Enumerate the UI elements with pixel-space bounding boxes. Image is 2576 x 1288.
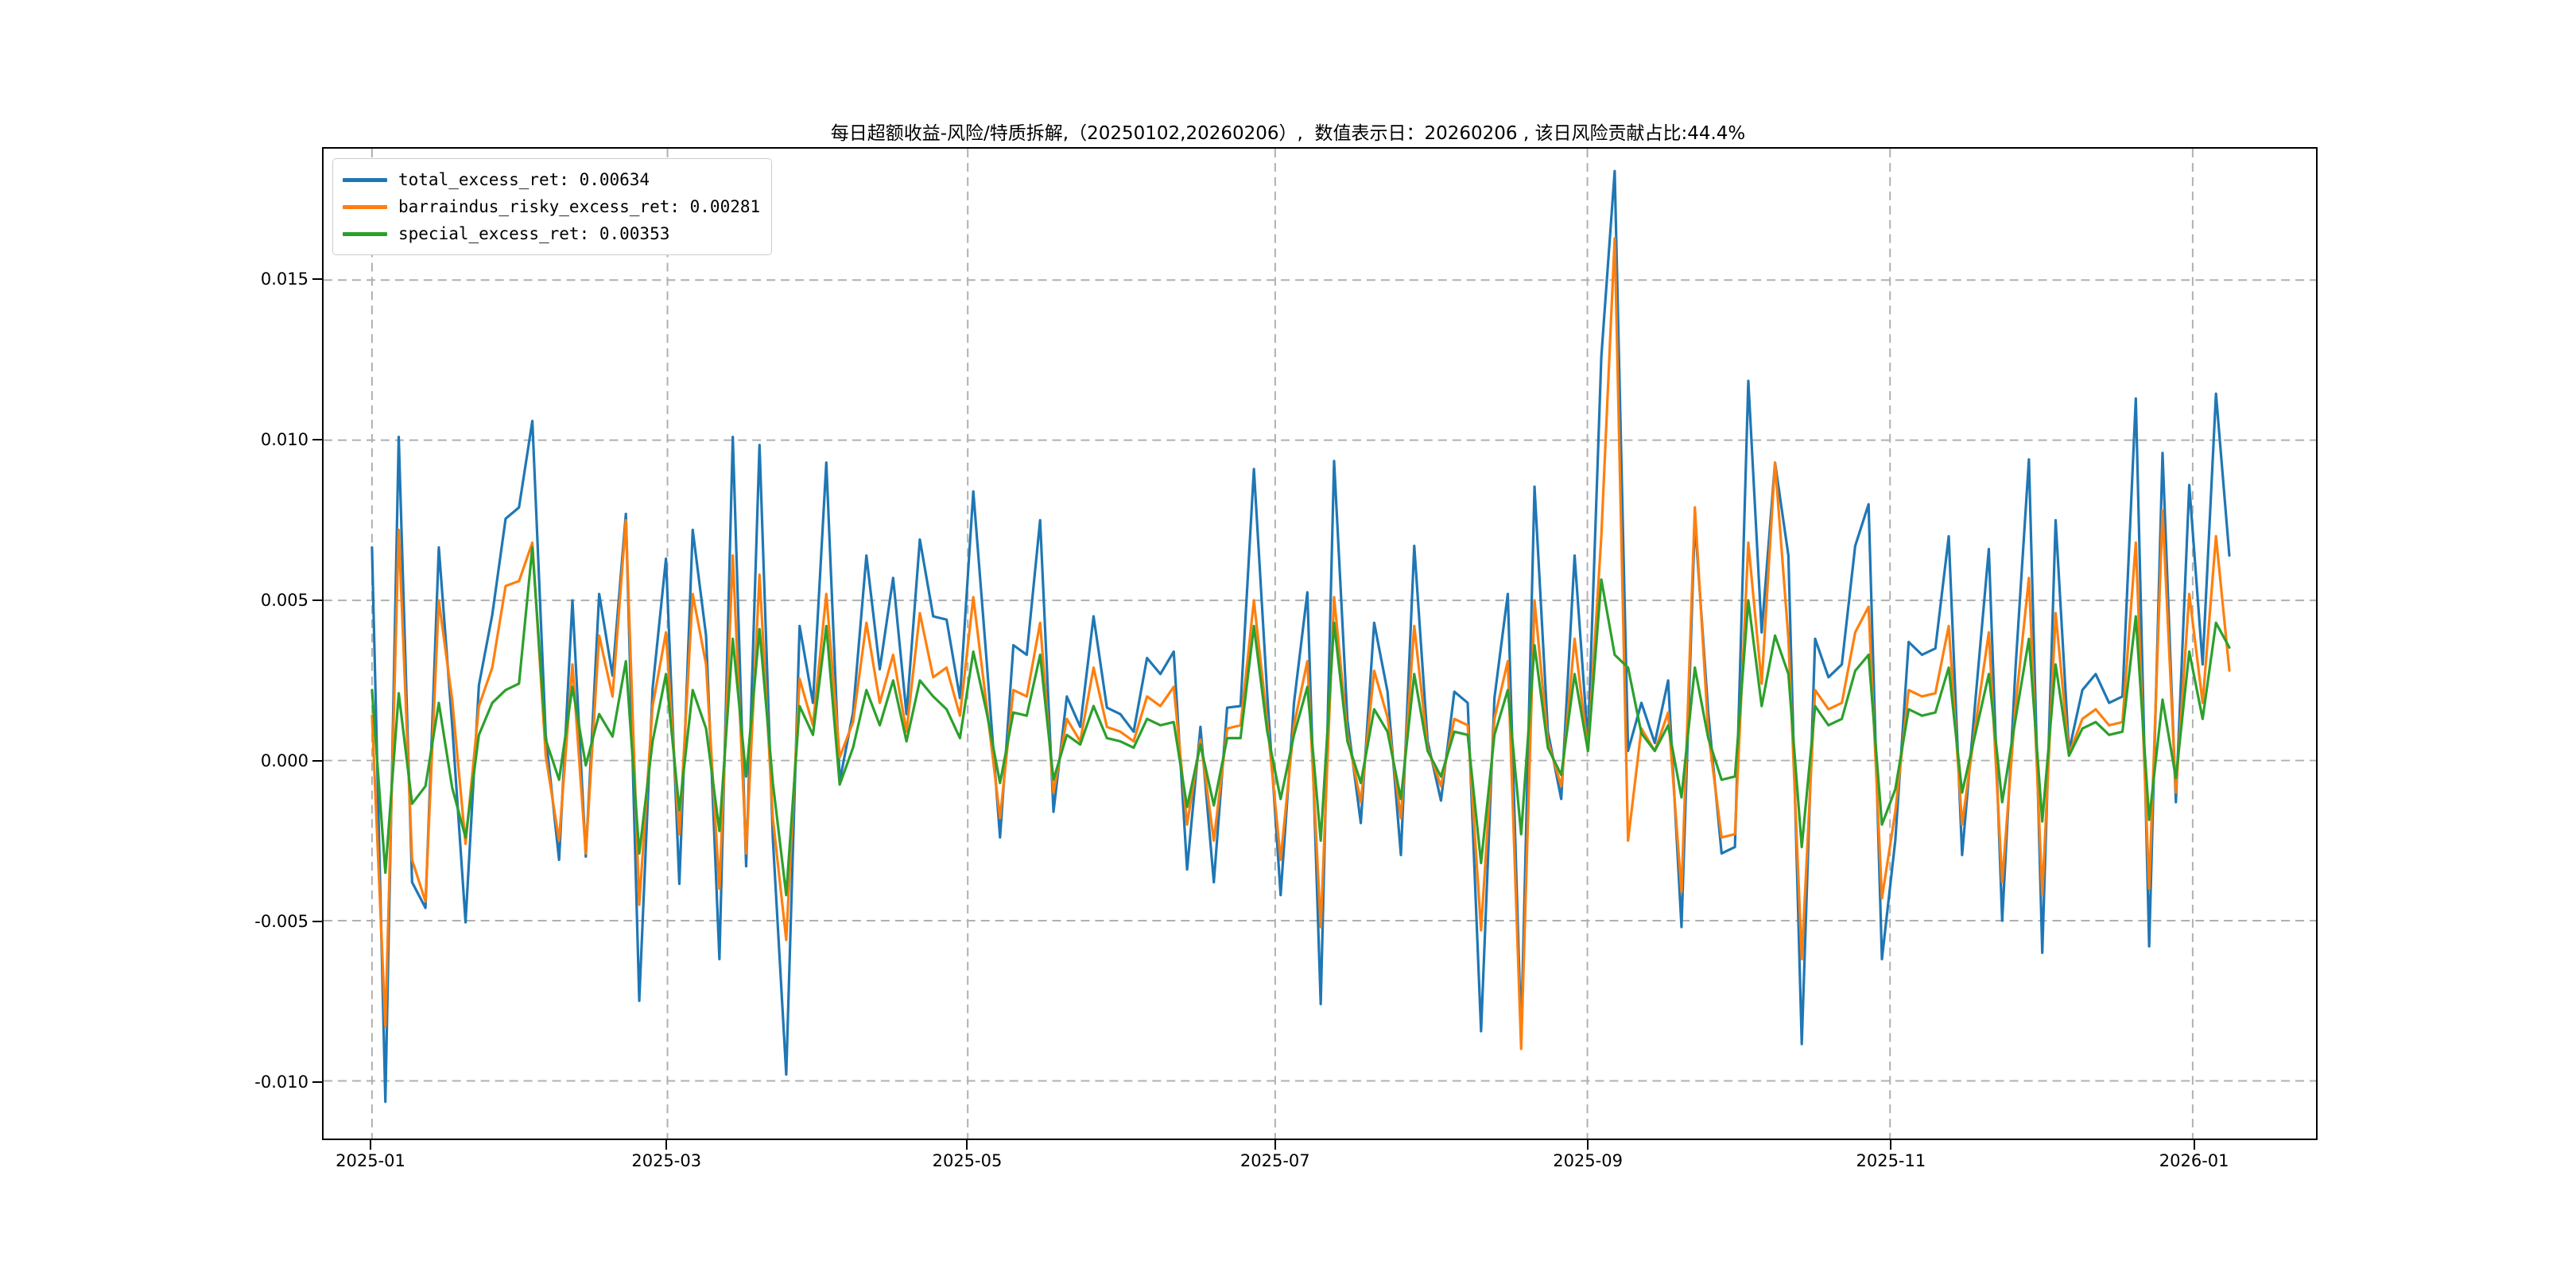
y-axis-tick-mark: [312, 438, 322, 440]
x-axis-tick-mark: [2193, 1140, 2195, 1150]
y-axis-tick-mark: [312, 921, 322, 923]
x-axis-tick-mark: [665, 1140, 668, 1150]
legend-item[interactable]: total_excess_ret: 0.00634: [343, 166, 760, 193]
y-axis-tick-mark: [312, 599, 322, 601]
x-axis-tick-label: 2025-11: [1856, 1151, 1926, 1170]
x-axis-tick-label: 2025-05: [932, 1151, 1003, 1170]
legend-color-swatch: [343, 204, 387, 209]
x-axis-tick-label: 2026-01: [2159, 1151, 2229, 1170]
y-axis-tick-mark: [312, 1081, 322, 1084]
legend-item[interactable]: barraindus_risky_excess_ret: 0.00281: [343, 193, 760, 220]
x-axis-tick-mark: [1890, 1140, 1892, 1150]
plot-area: [322, 147, 2318, 1140]
legend-item-label: total_excess_ret: 0.00634: [398, 170, 650, 189]
legend-color-swatch: [343, 177, 387, 182]
y-axis-tick-label: 0.000: [260, 751, 308, 771]
legend-color-swatch: [343, 231, 387, 236]
x-axis-tick-label: 2025-03: [631, 1151, 702, 1170]
y-axis-tick-mark: [312, 277, 322, 280]
x-axis-tick-label: 2025-07: [1240, 1151, 1310, 1170]
legend-item-label: barraindus_risky_excess_ret: 0.00281: [398, 197, 761, 216]
legend-item-label: special_excess_ret: 0.00353: [398, 224, 670, 243]
x-axis-tick-label: 2025-01: [336, 1151, 405, 1170]
y-axis-tick-mark: [312, 760, 322, 762]
x-axis-tick-label: 2025-09: [1553, 1151, 1623, 1170]
y-axis-tick-label: -0.005: [254, 912, 308, 932]
x-axis-tick-mark: [966, 1140, 968, 1150]
y-axis-tick-label: 0.015: [260, 269, 308, 289]
y-axis-tick-label: 0.010: [260, 429, 308, 449]
x-axis-tick-mark: [369, 1140, 371, 1150]
plot-svg: [324, 149, 2316, 1139]
legend-item[interactable]: special_excess_ret: 0.00353: [343, 220, 760, 247]
y-axis-tick-label: -0.010: [254, 1073, 308, 1092]
x-axis-tick-mark: [1274, 1140, 1276, 1150]
chart-legend: total_excess_ret: 0.00634 barraindus_risk…: [332, 158, 773, 255]
chart-title: 每日超额收益-风险/特质拆解,（20250102,20260206）, 数值表示…: [830, 123, 1746, 144]
series-line-special_excess_ret: [370, 546, 2231, 897]
series-line-total_excess_ret: [370, 169, 2231, 1104]
y-axis-tick-label: 0.005: [260, 590, 308, 610]
x-axis-tick-mark: [1587, 1140, 1589, 1150]
